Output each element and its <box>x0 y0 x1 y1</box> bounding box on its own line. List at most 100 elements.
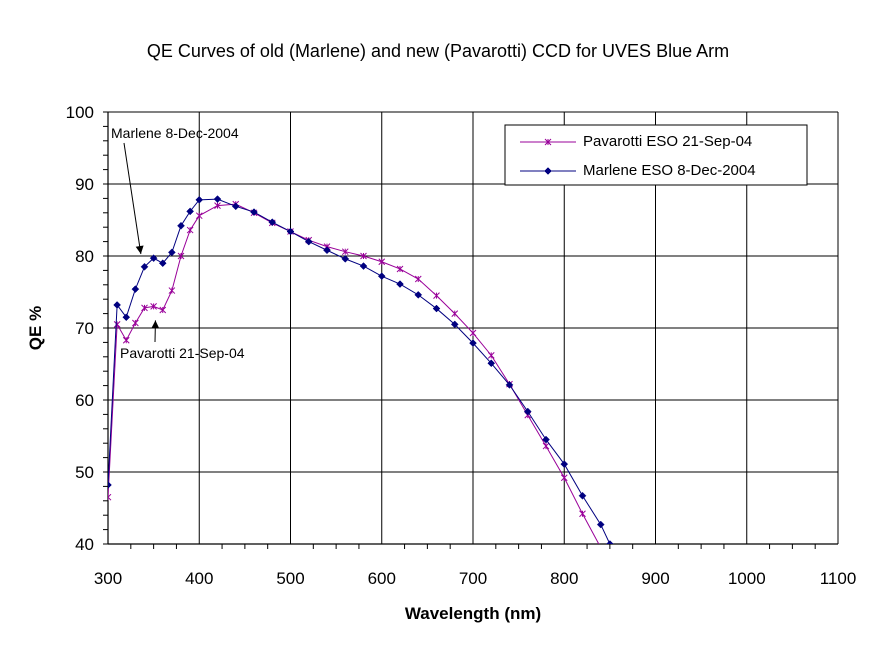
point-1-26 <box>487 359 496 368</box>
y-tick-label-100: 100 <box>66 103 94 122</box>
y-tick-label-60: 60 <box>75 391 94 410</box>
point-0-24 <box>451 310 459 317</box>
legend-marker-1 <box>544 167 552 175</box>
point-0-26 <box>487 352 495 359</box>
point-0-0-b <box>108 493 112 498</box>
point-1-30 <box>560 460 569 468</box>
series-1 <box>108 195 614 544</box>
y-tick-label-80: 80 <box>75 247 94 266</box>
x-axis-label: Wavelength (nm) <box>405 604 541 623</box>
point-1-11 <box>213 195 222 203</box>
point-0-4 <box>141 304 148 312</box>
point-1-22 <box>414 291 423 299</box>
point-1-25 <box>469 339 477 347</box>
point-0-10 <box>195 212 203 220</box>
x-tick-label-500: 500 <box>276 569 304 588</box>
point-1-32 <box>596 520 605 529</box>
point-0-31 <box>579 510 586 518</box>
point-0-8 <box>177 252 185 260</box>
x-tick-label-600: 600 <box>368 569 396 588</box>
annotation-marlene: Marlene 8-Dec-2004 <box>111 125 239 141</box>
y-tick-label-90: 90 <box>75 175 94 194</box>
chart-title: QE Curves of old (Marlene) and new (Pava… <box>147 41 729 61</box>
grid <box>108 111 839 544</box>
point-0-19 <box>360 252 367 260</box>
point-1-31 <box>578 491 587 500</box>
point-1-17 <box>323 246 331 255</box>
point-1-1 <box>113 301 121 309</box>
x-tick-label-700: 700 <box>459 569 487 588</box>
y-tick-label-70: 70 <box>75 319 94 338</box>
point-1-9 <box>186 207 194 216</box>
point-1-18 <box>341 255 350 263</box>
point-0-1 <box>113 321 121 328</box>
legend-box <box>504 124 808 186</box>
point-1-4 <box>140 262 149 271</box>
point-1-21 <box>396 280 404 288</box>
point-0-30 <box>560 474 568 482</box>
annotations: Marlene 8-Dec-2004 Pavarotti 21-Sep-04 <box>111 125 245 361</box>
point-0-25 <box>469 329 477 337</box>
point-0-3 <box>132 319 139 327</box>
legend: Pavarotti ESO 21-Sep-04 Marlene ESO 8-De… <box>504 124 808 186</box>
point-1-33 <box>606 540 614 544</box>
point-0-6 <box>159 306 167 314</box>
y-tick-label-40: 40 <box>75 535 94 554</box>
annotation-arrow-pavarotti-head <box>151 320 160 329</box>
x-tick-label-300: 300 <box>94 569 122 588</box>
annotation-pavarotti: Pavarotti 21-Sep-04 <box>120 345 245 361</box>
point-1-14 <box>268 218 277 227</box>
point-1-20 <box>377 272 386 281</box>
point-0-21 <box>396 265 404 273</box>
point-1-28 <box>523 407 532 416</box>
x-tick-label-900: 900 <box>641 569 669 588</box>
annotation-arrow-marlene-head <box>135 245 144 254</box>
point-0-29 <box>542 442 550 450</box>
x-tick-label-800: 800 <box>550 569 578 588</box>
annotation-arrow-pavarotti <box>151 320 160 343</box>
point-1-6 <box>158 259 167 268</box>
annotation-arrow-marlene-shaft <box>123 142 142 255</box>
point-0-7 <box>168 287 176 294</box>
point-1-15 <box>286 227 295 236</box>
point-0-11 <box>214 202 221 209</box>
annotation-arrow-marlene <box>123 142 144 255</box>
point-1-19 <box>359 262 368 270</box>
legend-label-pavarotti: Pavarotti ESO 21-Sep-04 <box>583 133 752 150</box>
point-1-3 <box>131 285 140 293</box>
point-1-10 <box>195 195 204 204</box>
point-0-2 <box>122 336 130 344</box>
x-tick-label-1100: 1100 <box>820 569 857 588</box>
point-1-27 <box>505 381 514 389</box>
point-0-20 <box>378 258 386 266</box>
point-0-22 <box>414 275 422 283</box>
point-1-29 <box>542 435 550 444</box>
point-1-7 <box>168 248 176 257</box>
y-tick-labels: 40 50 60 70 80 90 100 <box>66 103 94 554</box>
series-layer <box>108 195 614 544</box>
x-tick-label-400: 400 <box>185 569 213 588</box>
point-1-24 <box>450 320 459 329</box>
y-axis-label: QE % <box>26 306 45 350</box>
point-1-12 <box>231 202 240 211</box>
x-tick-label-1000: 1000 <box>728 569 766 588</box>
series-line-1 <box>108 198 611 544</box>
legend-marker-0 <box>544 138 552 146</box>
point-0-0 <box>108 493 112 501</box>
point-1-5 <box>149 254 158 263</box>
point-1-23 <box>432 304 441 313</box>
point-1-2 <box>122 313 131 322</box>
y-tick-label-50: 50 <box>75 463 94 482</box>
point-0-18 <box>341 248 349 256</box>
point-1-8 <box>177 221 185 230</box>
x-tick-labels: 300 400 500 600 700 800 900 1000 1100 <box>94 569 856 588</box>
point-1-0 <box>108 481 112 489</box>
point-0-5 <box>150 303 157 310</box>
point-1-16 <box>304 237 313 246</box>
axes <box>103 111 838 549</box>
point-0-0-a <box>108 496 112 501</box>
point-0-23 <box>433 292 440 299</box>
point-0-9 <box>186 226 194 234</box>
point-1-13 <box>250 208 258 216</box>
